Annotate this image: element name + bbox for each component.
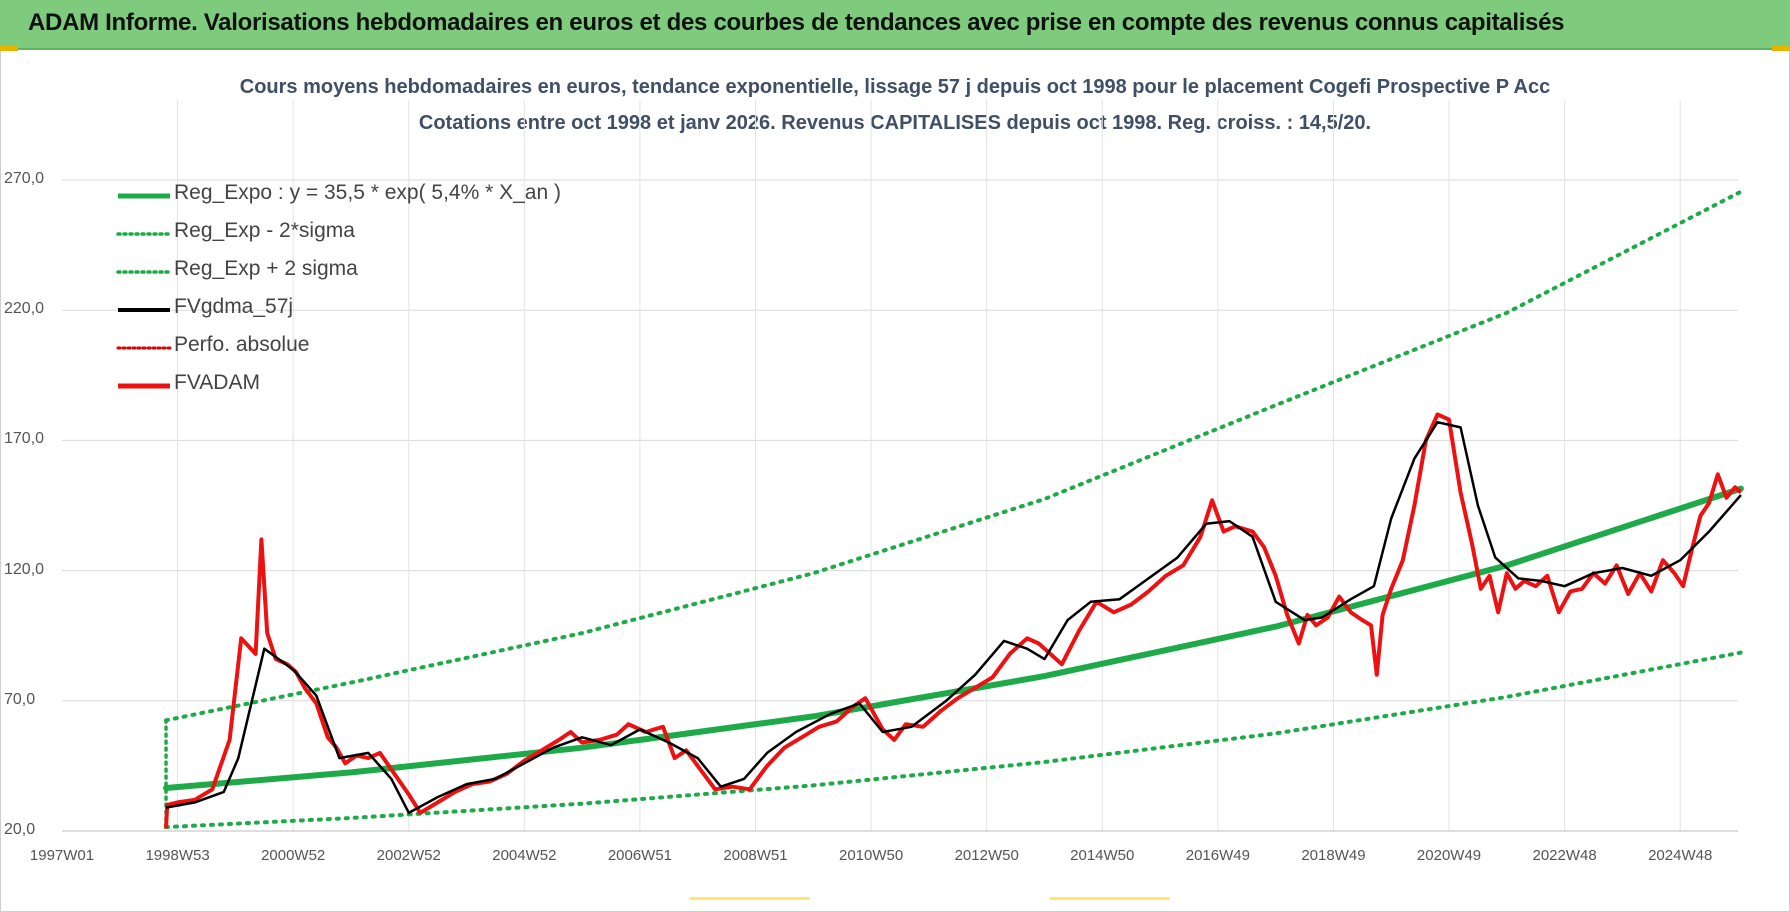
- corner-mark-right: [1772, 46, 1790, 51]
- legend-label-reg-expo: Reg_Expo : y = 35,5 * exp( 5,4% * X_an ): [174, 181, 561, 204]
- y-tick-label: 120,0: [4, 560, 45, 578]
- x-tick-label: 2014W50: [1070, 847, 1135, 864]
- x-tick-label: 1998W53: [145, 847, 210, 864]
- series-fvgdma-57j: [165, 420, 1742, 815]
- series-reg-exp-minus-sigma: [164, 650, 1743, 830]
- x-tick-label: 2010W50: [838, 847, 904, 864]
- chart-title-line2: Cotations entre oct 1998 et janv 2026. R…: [418, 112, 1372, 134]
- x-tick-label: 2022W48: [1532, 847, 1597, 864]
- corner-mark-left: [0, 46, 18, 51]
- yellow-mark-2: [1050, 897, 1170, 900]
- chart-title-line1: Cours moyens hebdomadaires en euros, ten…: [239, 76, 1551, 98]
- yellow-mark-1: [690, 897, 810, 900]
- legend-swatch-perfo: [116, 346, 172, 350]
- y-tick-label: 20,0: [4, 821, 36, 838]
- x-tick-label: 2012W50: [954, 847, 1019, 864]
- x-tick-label: 2002W52: [376, 847, 441, 864]
- legend-swatch-fvgdma: [118, 308, 170, 312]
- x-tick-label: 1997W01: [29, 847, 95, 864]
- legend-label-fvgdma: FVgdma_57j: [174, 295, 294, 318]
- y-tick-label: 70,0: [4, 690, 36, 708]
- legend-swatch-reg-expo: [118, 193, 170, 199]
- x-tick-label: 2004W52: [492, 847, 557, 864]
- x-tick-label: 2020W49: [1416, 847, 1482, 864]
- legend-label-perfo: Perfo. absolue: [174, 333, 310, 356]
- legend-swatch-reg-exp-minus: [116, 232, 172, 236]
- legend-swatch-reg-exp-plus: [116, 270, 172, 274]
- y-tick-label: 220,0: [4, 300, 45, 318]
- banner-title: ADAM Informe. Valorisations hebdomadaire…: [28, 9, 1565, 36]
- y-tick-label: 270,0: [4, 170, 45, 187]
- legend-label-reg-exp-plus: Reg_Exp + 2 sigma: [174, 257, 358, 280]
- banner: ADAM Informe. Valorisations hebdomadaire…: [0, 0, 1790, 50]
- series-reg-exp-plus-sigma: [164, 189, 1743, 723]
- x-tick-label: 2016W49: [1185, 847, 1250, 864]
- legend-label-fvadam: FVADAM: [174, 371, 260, 394]
- x-tick-label: 2008W51: [723, 847, 788, 864]
- x-tick-label: 2000W52: [261, 847, 326, 864]
- legend-label-reg-exp-minus: Reg_Exp - 2*sigma: [174, 219, 355, 242]
- y-tick-label: 170,0: [4, 430, 45, 448]
- legend-swatch-fvadam: [118, 383, 170, 389]
- series-fvadam: [164, 412, 1743, 829]
- x-tick-label: 2006W51: [607, 847, 673, 864]
- series-reg-expo: [163, 485, 1744, 791]
- x-tick-label: 2018W49: [1301, 847, 1366, 864]
- x-tick-label: 2024W48: [1648, 847, 1713, 864]
